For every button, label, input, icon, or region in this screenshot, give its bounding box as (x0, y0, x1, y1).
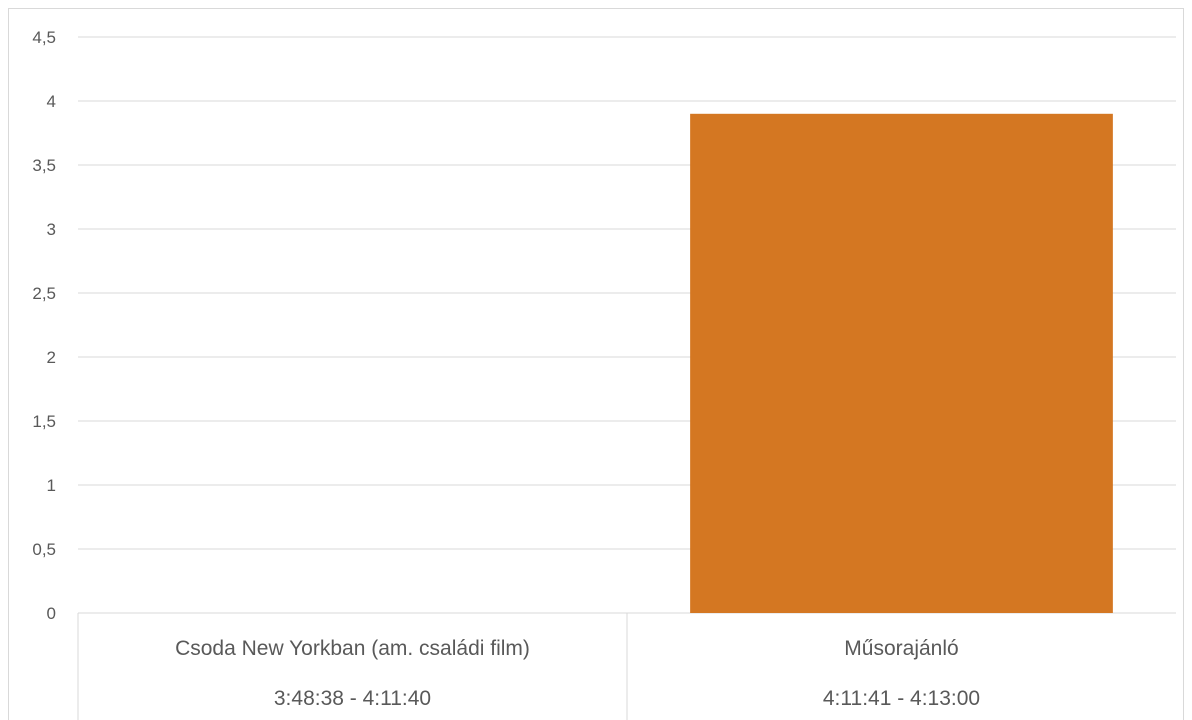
y-tick-label: 4 (47, 92, 56, 111)
x-category-label: Műsorajánló (844, 637, 958, 660)
y-tick-label: 1 (47, 476, 56, 495)
bar (690, 114, 1113, 613)
y-tick-label: 0 (47, 604, 56, 623)
y-tick-label: 0,5 (32, 540, 56, 559)
x-category-label: Csoda New Yorkban (am. családi film) (175, 637, 530, 660)
y-tick-label: 3,5 (32, 156, 56, 175)
y-tick-label: 1,5 (32, 412, 56, 431)
y-tick-label: 2 (47, 348, 56, 367)
y-tick-label: 2,5 (32, 284, 56, 303)
x-category-time-label: 4:11:41 - 4:13:00 (823, 687, 980, 710)
y-tick-label: 4,5 (32, 28, 56, 47)
x-category-time-label: 3:48:38 - 4:11:40 (274, 687, 431, 710)
y-tick-label: 3 (47, 220, 56, 239)
